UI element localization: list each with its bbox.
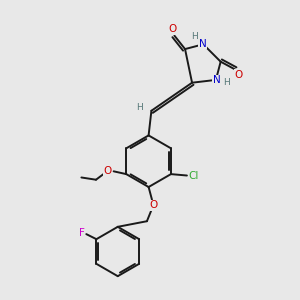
Text: H: H bbox=[223, 78, 230, 87]
Text: N: N bbox=[213, 76, 220, 85]
Text: F: F bbox=[79, 228, 85, 238]
Text: H: H bbox=[191, 32, 198, 41]
Text: O: O bbox=[169, 24, 177, 34]
Text: H: H bbox=[136, 103, 143, 112]
Text: O: O bbox=[235, 70, 243, 80]
Text: Cl: Cl bbox=[188, 170, 199, 181]
Text: N: N bbox=[199, 39, 207, 49]
Text: O: O bbox=[149, 200, 158, 210]
Text: O: O bbox=[103, 166, 111, 176]
